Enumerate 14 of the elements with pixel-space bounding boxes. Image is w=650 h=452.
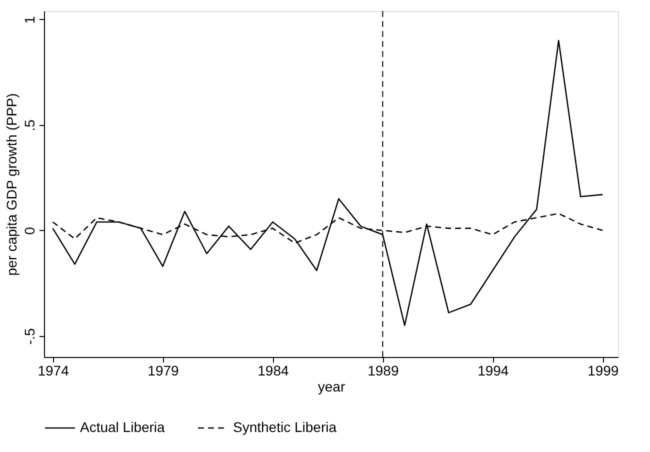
y-tick-label: 1 xyxy=(22,16,38,24)
x-axis-title: year xyxy=(318,378,346,394)
legend-label: Synthetic Liberia xyxy=(233,419,337,435)
legend-label: Actual Liberia xyxy=(80,419,166,435)
y-tick-label: 0 xyxy=(22,226,38,235)
y-tick-label: -.5 xyxy=(22,328,38,345)
x-tick-label: 1999 xyxy=(588,362,619,378)
x-tick-label: 1989 xyxy=(368,362,399,378)
x-tick-label: 1984 xyxy=(258,362,289,378)
x-tick-label: 1979 xyxy=(148,362,180,378)
y-axis-title: per capita GDP growth (PPP) xyxy=(4,93,20,276)
x-tick-label: 1974 xyxy=(38,362,70,378)
x-tick-label: 1994 xyxy=(478,362,509,378)
y-tick-label: .5 xyxy=(22,119,38,132)
